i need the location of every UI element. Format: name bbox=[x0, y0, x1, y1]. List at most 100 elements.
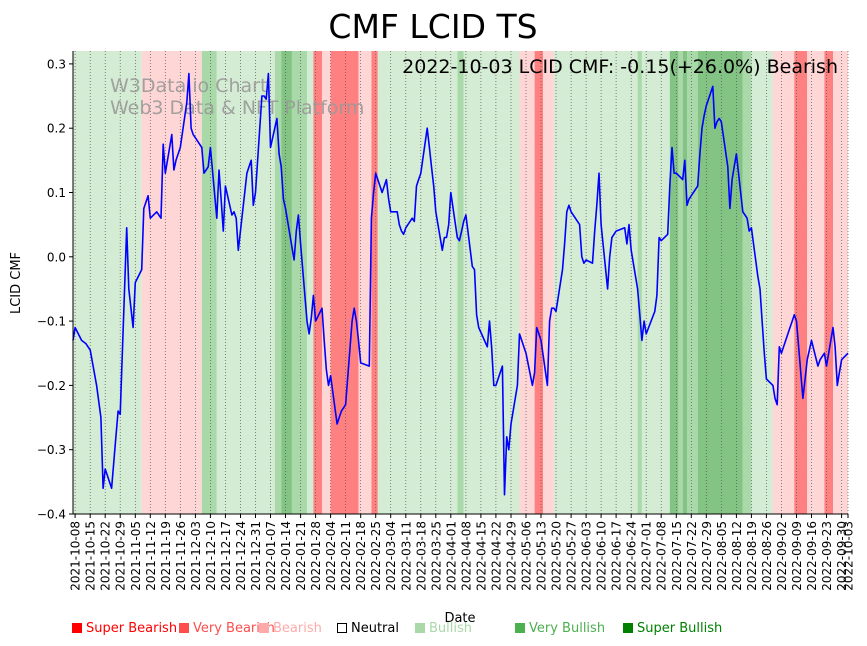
x-tick-label: 2022-09-30 bbox=[835, 521, 849, 591]
vertical-gridlines bbox=[74, 51, 849, 514]
legend-label: Neutral bbox=[351, 621, 399, 636]
y-ticks: −0.4 −0.3 −0.2 −0.1 0.0 0.1 0.2 0.3 bbox=[37, 57, 73, 522]
band-very-bullish bbox=[457, 51, 464, 514]
x-tick-label: 2021-11-12 bbox=[144, 521, 158, 591]
x-ticks: 2021-10-08 2021-10-15 2021-10-22 2021-10-29… bbox=[69, 514, 856, 591]
band-very-bullish bbox=[742, 51, 752, 514]
x-tick-label: 2022-06-03 bbox=[580, 521, 594, 591]
band-bearish bbox=[543, 51, 554, 514]
chart-subtitle: 2022-10-03 LCID CMF: -0.15(+26.0%) Beari… bbox=[402, 56, 838, 78]
legend-item-super-bearish: Super Bearish bbox=[72, 621, 177, 636]
band-very-bearish bbox=[794, 51, 808, 514]
x-tick-label: 2022-07-15 bbox=[670, 521, 684, 591]
x-tick-label: 2021-12-03 bbox=[189, 521, 203, 591]
x-tick-label: 2022-01-07 bbox=[264, 521, 278, 591]
legend-item-neutral: Neutral bbox=[337, 621, 399, 636]
x-tick-label: 2022-07-22 bbox=[685, 521, 699, 591]
x-tick-label: 2021-10-08 bbox=[69, 521, 83, 591]
legend-swatch bbox=[415, 623, 425, 633]
x-tick-label: 2022-01-28 bbox=[309, 521, 323, 591]
band-very-bullish bbox=[678, 51, 683, 514]
x-tick-label: 2022-02-25 bbox=[369, 521, 383, 591]
legend-label: Super Bearish bbox=[86, 621, 178, 636]
x-tick-label: 2021-12-10 bbox=[204, 521, 218, 591]
x-tick-label: 2021-11-19 bbox=[159, 521, 173, 591]
x-tick-label: 2022-08-12 bbox=[730, 521, 744, 591]
legend-swatch bbox=[72, 623, 82, 633]
x-tick-label: 2021-10-15 bbox=[84, 521, 98, 591]
x-tick-label: 2022-09-16 bbox=[805, 521, 819, 591]
y-tick-label: 0.3 bbox=[47, 57, 66, 71]
band-bearish bbox=[833, 51, 848, 514]
x-tick-label: 2022-06-10 bbox=[595, 521, 609, 591]
legend-swatch bbox=[179, 623, 189, 633]
band-bullish bbox=[641, 51, 670, 514]
band-super-bullish bbox=[669, 51, 679, 514]
band-very-bullish bbox=[201, 51, 217, 514]
watermark-line-2: Web3 Data & NFT Platform bbox=[110, 97, 364, 119]
x-tick-label: 2022-07-29 bbox=[700, 521, 714, 591]
legend-item-very-bearish: Very Bearish bbox=[179, 621, 275, 636]
y-tick-label: −0.2 bbox=[37, 379, 66, 393]
x-tick-label: 2021-12-31 bbox=[249, 521, 263, 591]
legend-label: Very Bearish bbox=[193, 621, 275, 636]
y-tick-label: 0.0 bbox=[47, 250, 66, 264]
band-bullish bbox=[73, 51, 142, 514]
y-axis-label: LCID CMF bbox=[9, 252, 24, 314]
chart-title: CMF LCID TS bbox=[328, 7, 537, 46]
band-super-bullish bbox=[682, 51, 687, 514]
x-tick-label: 2021-11-05 bbox=[129, 521, 143, 591]
x-tick-label: 2022-04-15 bbox=[474, 521, 488, 591]
legend-item-bearish: Bearish bbox=[259, 621, 322, 636]
band-bullish bbox=[751, 51, 773, 514]
regime-bands bbox=[73, 51, 848, 514]
x-tick-label: 2022-08-05 bbox=[715, 521, 729, 591]
legend-label: Super Bullish bbox=[637, 621, 723, 636]
x-tick-label: 2022-05-27 bbox=[565, 521, 579, 591]
band-very-bearish bbox=[534, 51, 544, 514]
band-bearish bbox=[358, 51, 372, 514]
band-super-bullish bbox=[697, 51, 743, 514]
band-super-bullish bbox=[281, 51, 292, 514]
x-tick-label: 2022-06-24 bbox=[625, 521, 639, 591]
legend-item-super-bullish: Super Bullish bbox=[623, 621, 722, 636]
band-bullish bbox=[216, 51, 275, 514]
x-tick-label: 2022-02-04 bbox=[324, 521, 338, 591]
x-tick-label: 2022-05-06 bbox=[520, 521, 534, 591]
x-tick-label: 2022-07-08 bbox=[655, 521, 669, 591]
legend-swatch bbox=[259, 623, 269, 633]
x-tick-label: 2022-09-09 bbox=[790, 521, 804, 591]
x-tick-label: 2022-05-13 bbox=[535, 521, 549, 591]
x-tick-label: 2022-02-11 bbox=[339, 521, 353, 591]
band-very-bearish bbox=[371, 51, 378, 514]
x-tick-label: 2022-10-03 bbox=[842, 521, 856, 591]
cmf-series-line bbox=[72, 72, 849, 496]
x-tick-label: 2022-04-08 bbox=[459, 521, 473, 591]
band-bearish bbox=[141, 51, 202, 514]
x-tick-label: 2021-10-29 bbox=[114, 521, 128, 591]
x-tick-label: 2022-03-11 bbox=[399, 521, 413, 591]
x-tick-label: 2022-04-01 bbox=[444, 521, 458, 591]
x-tick-label: 2021-10-22 bbox=[99, 521, 113, 591]
y-tick-label: 0.2 bbox=[47, 122, 66, 136]
x-tick-label: 2022-02-18 bbox=[354, 521, 368, 591]
x-tick-label: 2022-03-04 bbox=[384, 521, 398, 591]
legend-item-very-bullish: Very Bullish bbox=[515, 621, 605, 636]
legend: Super Bearish Very Bearish Bearish Neutral B… bbox=[72, 621, 862, 639]
legend-swatch bbox=[623, 623, 633, 633]
x-axis-label: Date bbox=[444, 611, 475, 626]
x-tick-label: 2022-01-21 bbox=[294, 521, 308, 591]
y-tick-label: −0.3 bbox=[37, 443, 66, 457]
x-tick-label: 2022-09-23 bbox=[820, 521, 834, 591]
band-very-bearish bbox=[330, 51, 359, 514]
band-bearish bbox=[519, 51, 535, 514]
legend-swatch bbox=[337, 623, 347, 633]
y-tick-label: 0.1 bbox=[47, 186, 66, 200]
x-tick-label: 2022-08-26 bbox=[760, 521, 774, 591]
band-very-bullish bbox=[292, 51, 307, 514]
legend-swatch bbox=[515, 623, 525, 633]
x-tick-label: 2021-12-17 bbox=[219, 521, 233, 591]
band-very-bearish bbox=[313, 51, 322, 514]
y-tick-label: −0.4 bbox=[37, 508, 66, 522]
